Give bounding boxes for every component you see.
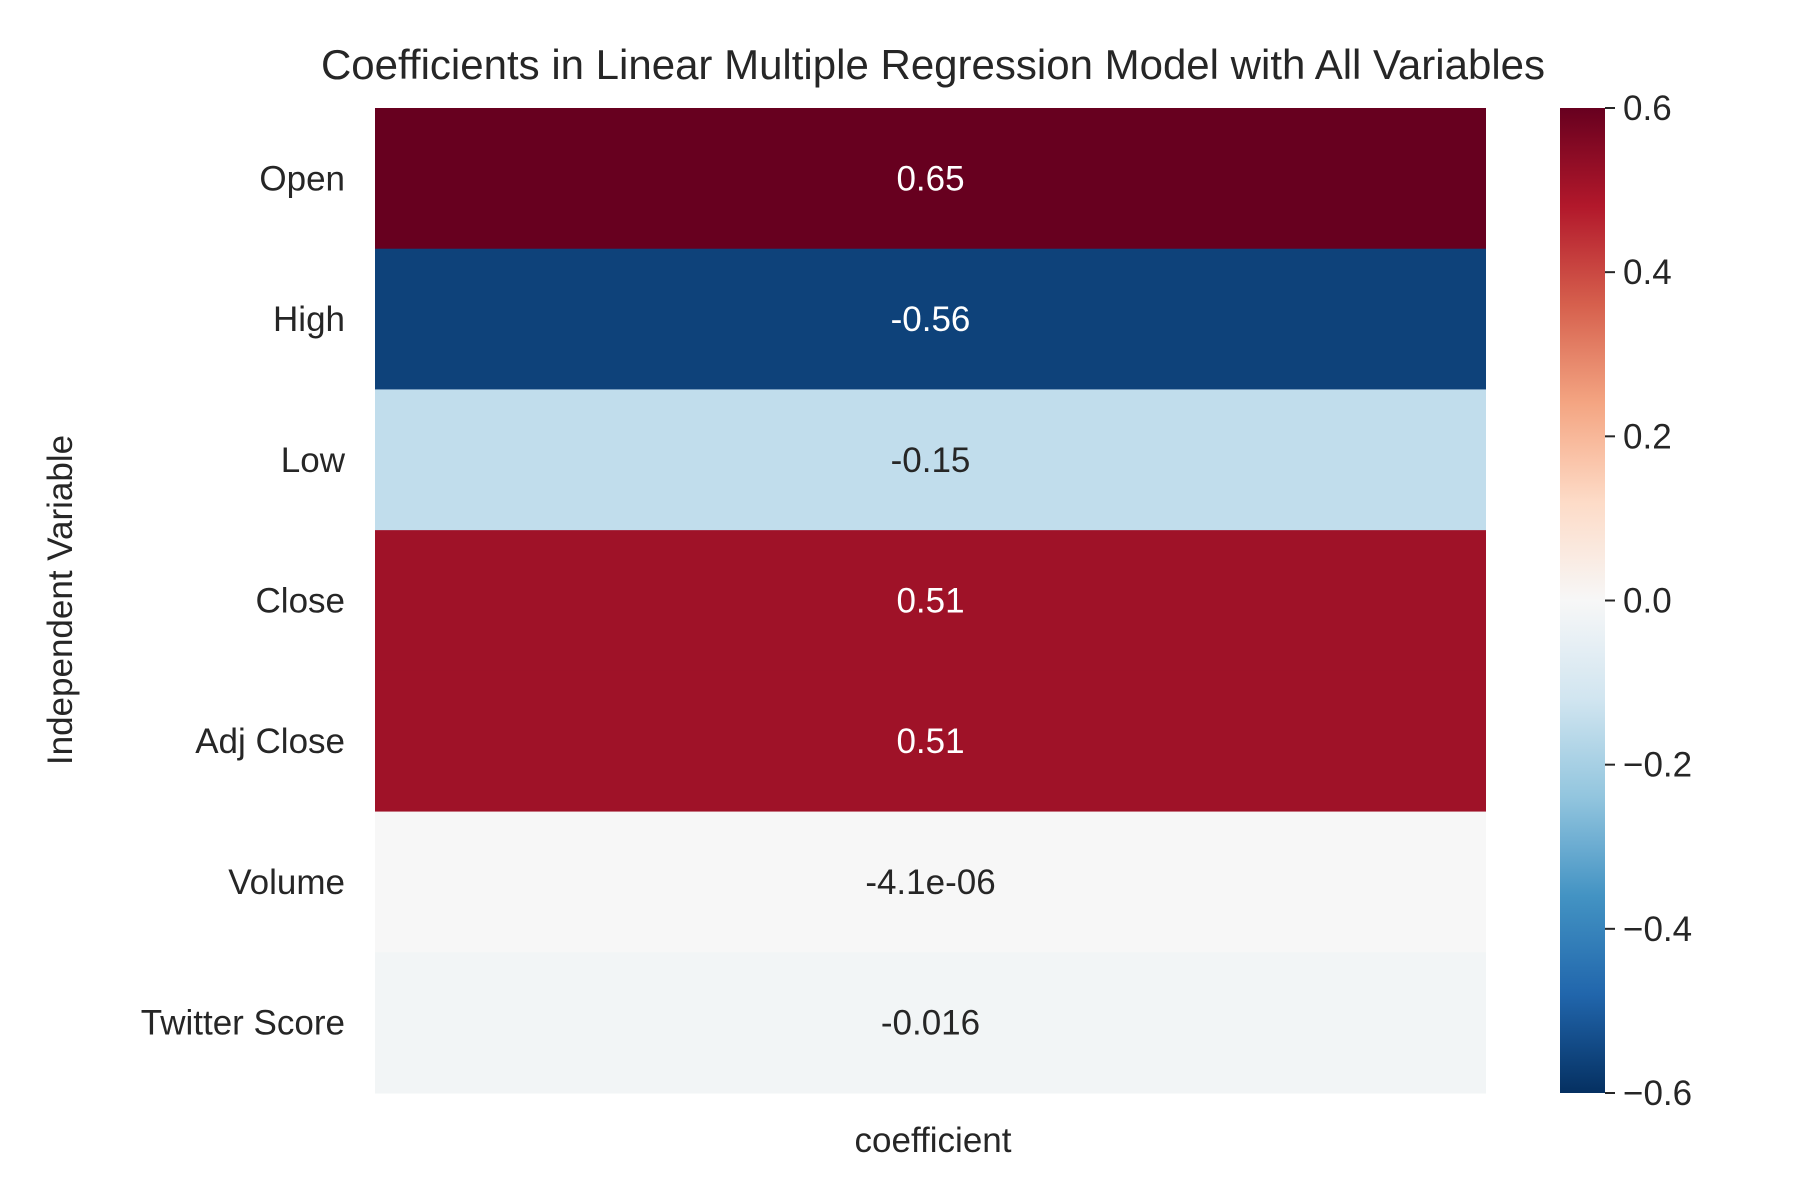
cell-annotation: -0.56 (891, 300, 971, 339)
heatmap-cell-high (375, 248, 1486, 390)
cell-annotation: -4.1e-06 (865, 863, 995, 902)
cell-annotations: 0.65 -0.56 -0.15 0.51 0.51 -4.1e-06 -0.016 (865, 159, 995, 1042)
row-tick-label: Twitter Score (141, 1004, 345, 1043)
colorbar-tick-label: −0.6 (1623, 1074, 1692, 1113)
heatmap-cell-twitter-score (375, 952, 1486, 1094)
row-tick-label: Volume (228, 863, 345, 902)
cell-annotation: 0.51 (896, 582, 964, 621)
heatmap-cells (375, 108, 1486, 1094)
colorbar-ticks: 0.6 0.4 0.2 0.0 −0.2 −0.4 −0.6 (1605, 89, 1692, 1113)
heatmap-cell-low (375, 389, 1486, 531)
heatmap-cell-volume (375, 811, 1486, 953)
colorbar-tick-label: −0.4 (1623, 910, 1692, 949)
colorbar-tick-label: −0.2 (1623, 746, 1692, 785)
colorbar (1560, 108, 1605, 1093)
row-tick-labels: Open High Low Close Adj Close Volume Twitter S… (141, 159, 346, 1042)
colorbar-tick-label: 0.0 (1623, 582, 1672, 621)
cell-annotation: -0.016 (881, 1004, 980, 1043)
row-tick-label: High (273, 300, 345, 339)
heatmap-cell-open (375, 108, 1486, 250)
colorbar-tick-label: 0.2 (1623, 417, 1672, 456)
row-tick-label: Open (259, 159, 345, 198)
colorbar-tick-label: 0.4 (1623, 253, 1672, 292)
row-tick-label: Adj Close (195, 722, 345, 761)
colorbar-tick-label: 0.6 (1623, 89, 1672, 128)
x-axis-label: coefficient (855, 1121, 1012, 1160)
y-axis-label: Independent Variable (41, 435, 80, 765)
cell-annotation: 0.51 (896, 722, 964, 761)
row-tick-label: Low (281, 441, 346, 480)
chart-title: Coefficients in Linear Multiple Regressi… (321, 41, 1545, 88)
row-tick-label: Close (256, 582, 345, 621)
heatmap-cell-close (375, 530, 1486, 672)
cell-annotation: 0.65 (896, 159, 964, 198)
heatmap-cell-adj-close (375, 670, 1486, 813)
cell-annotation: -0.15 (891, 441, 971, 480)
